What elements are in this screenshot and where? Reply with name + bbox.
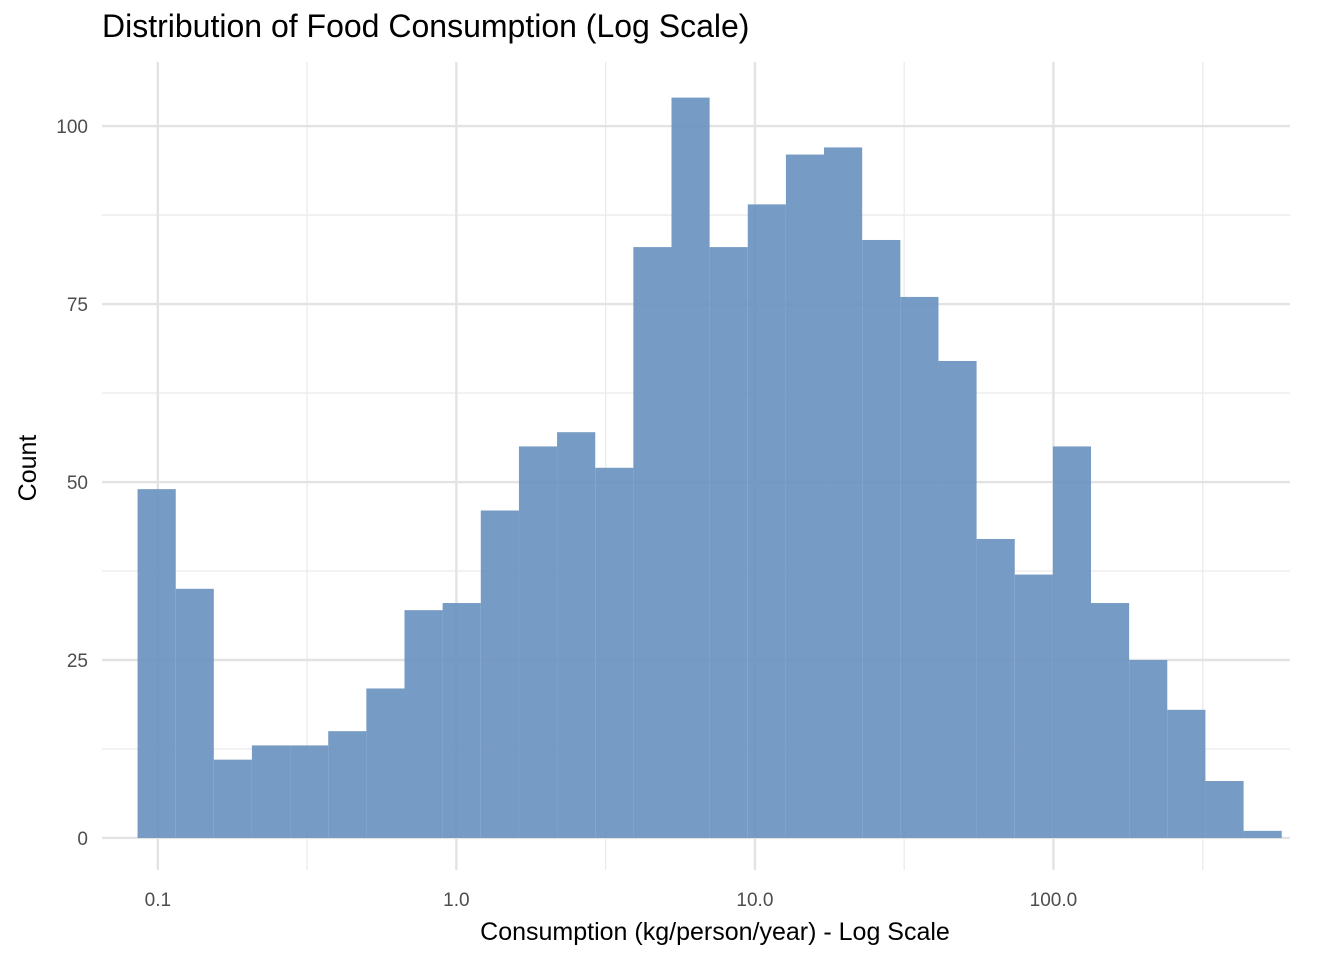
histogram-bar xyxy=(824,147,863,838)
x-tick-label: 1.0 xyxy=(443,890,469,911)
histogram-bar xyxy=(862,239,901,838)
histogram-bar xyxy=(1091,603,1130,838)
histogram-bar xyxy=(785,154,825,838)
histogram-bar xyxy=(213,759,252,838)
histogram-bar xyxy=(1052,446,1092,838)
histogram-bar xyxy=(900,296,939,838)
histogram-bar xyxy=(671,97,710,838)
histogram-bar xyxy=(976,538,1015,838)
histogram-bar xyxy=(747,204,786,838)
histogram-bar xyxy=(175,588,214,838)
histogram-bar xyxy=(480,510,519,838)
histogram-bars xyxy=(137,97,1282,838)
histogram-bar xyxy=(404,610,443,838)
histogram-bar xyxy=(1014,574,1053,838)
y-tick-label: 75 xyxy=(67,295,88,316)
histogram-bar xyxy=(1167,709,1206,838)
histogram-bar xyxy=(595,467,634,838)
histogram-bar xyxy=(290,745,329,838)
x-axis-label: Consumption (kg/person/year) - Log Scale xyxy=(480,918,950,946)
histogram-bar xyxy=(137,489,176,838)
y-tick-label: 50 xyxy=(67,473,88,494)
histogram-bar xyxy=(518,446,558,838)
x-tick-label: 0.1 xyxy=(145,890,171,911)
histogram-bar xyxy=(1243,830,1282,838)
x-tick-label: 10.0 xyxy=(736,890,773,911)
y-tick-label: 25 xyxy=(67,651,88,672)
y-tick-label: 100 xyxy=(56,117,88,138)
histogram-bar xyxy=(1205,781,1244,838)
chart-title: Distribution of Food Consumption (Log Sc… xyxy=(102,8,750,44)
histogram-bar xyxy=(557,432,596,838)
histogram-bar xyxy=(1129,659,1168,838)
y-tick-label: 0 xyxy=(77,829,88,850)
x-axis-ticks: 0.1 1.0 10.0 100.0 xyxy=(145,890,1078,911)
histogram-bar xyxy=(251,745,291,838)
x-tick-label: 100.0 xyxy=(1030,890,1078,911)
y-axis-label: Count xyxy=(14,435,42,502)
histogram-bar xyxy=(442,603,481,838)
y-axis-ticks: 0 25 50 75 100 xyxy=(56,117,88,850)
histogram-bar xyxy=(633,247,672,838)
histogram-bar xyxy=(709,247,748,838)
histogram-bar xyxy=(328,731,367,838)
histogram-bar xyxy=(938,360,977,838)
histogram-bar xyxy=(366,688,405,838)
